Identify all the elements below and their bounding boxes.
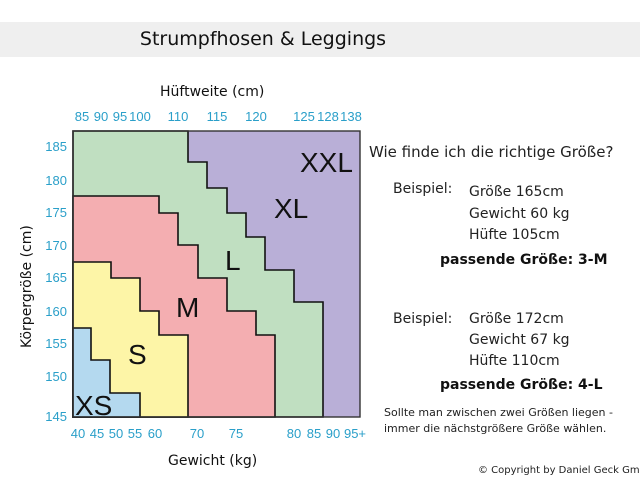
bottom-axis-tick: 50 (109, 426, 123, 441)
label-m: M (176, 292, 199, 323)
note-line-1: Sollte man zwischen zwei Größen liegen - (384, 406, 613, 419)
left-axis-ticks: 185 180 175 170 165 160 155 150 145 (45, 139, 67, 424)
example2-hip: Hüfte 110cm (469, 353, 560, 369)
bottom-axis-tick: 40 (71, 426, 85, 441)
top-axis-label: Hüftweite (cm) (160, 84, 264, 100)
left-axis-tick: 150 (45, 369, 67, 384)
left-axis-tick: 185 (45, 139, 67, 154)
copyright: © Copyright by Daniel Geck GmbH (478, 465, 640, 476)
left-axis-tick: 175 (45, 205, 67, 220)
left-axis-tick: 165 (45, 270, 67, 285)
example1-label: Beispiel: (393, 181, 453, 197)
bottom-axis-tick: 75 (229, 426, 243, 441)
top-axis-tick: 100 (129, 109, 151, 124)
label-s: S (128, 339, 147, 370)
left-axis-label: Körpergröße (cm) (19, 225, 35, 348)
label-xxl: XXL (300, 147, 353, 178)
bottom-axis-tick: 85 (307, 426, 321, 441)
bottom-axis-ticks: 40 45 50 55 60 70 75 80 85 90 95+ (71, 426, 366, 441)
example1-weight: Gewicht 60 kg (469, 206, 570, 222)
top-axis-ticks: 85 90 95 100 110 115 120 125 128 138 (75, 109, 362, 124)
top-axis-tick: 90 (94, 109, 108, 124)
label-xs: XS (75, 390, 112, 421)
bottom-axis-tick: 45 (90, 426, 104, 441)
top-axis-tick: 138 (340, 109, 362, 124)
example1-hip: Hüfte 105cm (469, 227, 560, 243)
header-band (0, 22, 640, 57)
top-axis-tick: 120 (245, 109, 267, 124)
bottom-axis-tick: 70 (190, 426, 204, 441)
top-axis-tick: 95 (113, 109, 127, 124)
note-line-2: immer die nächstgrößere Größe wählen. (384, 422, 607, 435)
example2-label: Beispiel: (393, 311, 453, 327)
question-heading: Wie finde ich die richtige Größe? (369, 143, 614, 161)
bottom-axis-tick: 80 (287, 426, 301, 441)
top-axis-tick: 128 (317, 109, 339, 124)
page-title: Strumpfhosen & Leggings (139, 28, 387, 50)
bottom-axis-tick: 60 (148, 426, 162, 441)
example1-result: passende Größe: 3-M (440, 252, 608, 268)
left-axis-tick: 160 (45, 304, 67, 319)
top-axis-tick: 85 (75, 109, 89, 124)
top-axis-tick: 125 (293, 109, 315, 124)
left-axis-tick: 155 (45, 336, 67, 351)
left-axis-tick: 170 (45, 238, 67, 253)
chart-border (72, 130, 361, 418)
top-axis-tick: 115 (207, 109, 228, 124)
bottom-axis-label: Gewicht (kg) (168, 453, 257, 469)
example2-weight: Gewicht 67 kg (469, 332, 570, 348)
bottom-axis-tick: 95+ (344, 426, 366, 441)
example1-height: Größe 165cm (469, 184, 564, 200)
top-axis-tick: 110 (168, 109, 189, 124)
bottom-axis-tick: 55 (128, 426, 142, 441)
example2-result: passende Größe: 4-L (440, 377, 603, 393)
left-axis-tick: 180 (45, 173, 67, 188)
label-xl: XL (274, 193, 308, 224)
label-l: L (225, 245, 241, 276)
example2-height: Größe 172cm (469, 311, 564, 327)
left-axis-tick: 145 (45, 409, 67, 424)
bottom-axis-tick: 90 (326, 426, 340, 441)
